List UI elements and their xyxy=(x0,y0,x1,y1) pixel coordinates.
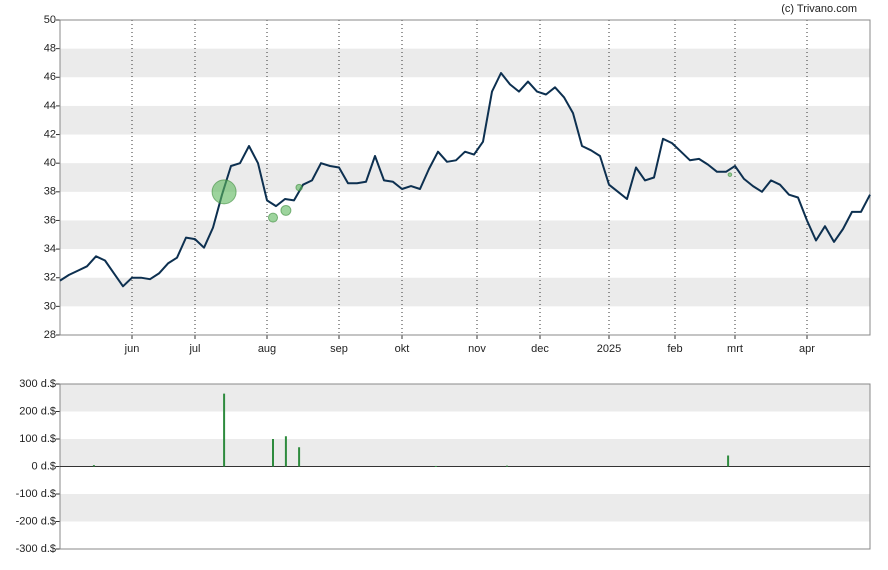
y-tick-label: 42 xyxy=(44,128,56,140)
y-tick-label: 0 d.$ xyxy=(32,460,56,472)
grid-band xyxy=(60,163,870,192)
grid-band xyxy=(60,439,870,467)
x-tick-label: dec xyxy=(531,343,549,355)
grid-band xyxy=(60,105,870,135)
plot-frame xyxy=(59,19,871,336)
y-tick-label: -100 d.$ xyxy=(16,488,56,500)
x-tick-label: apr xyxy=(799,343,815,355)
x-tick-label: feb xyxy=(667,343,682,355)
trade-bubble xyxy=(267,212,279,223)
y-tick-label: 38 xyxy=(44,186,56,198)
y-tick-label: 50 xyxy=(44,14,56,26)
y-tick-label: -300 d.$ xyxy=(16,543,56,555)
bar xyxy=(506,465,508,467)
x-tick-label: 2025 xyxy=(597,343,621,355)
trade-bubble xyxy=(211,179,237,205)
bar xyxy=(434,465,437,467)
y-tick-label: 34 xyxy=(44,243,56,255)
bar xyxy=(92,465,95,467)
grid-band xyxy=(60,48,870,78)
trade-bubble xyxy=(295,183,303,192)
bar xyxy=(298,447,301,467)
x-tick-label: okt xyxy=(395,343,410,355)
grid-band xyxy=(60,220,870,250)
trade-bubble xyxy=(280,204,292,216)
y-tick-label: 28 xyxy=(44,329,56,341)
x-tick-label: sep xyxy=(330,343,348,355)
y-tick-label: 30 xyxy=(44,300,56,312)
x-tick-label: aug xyxy=(258,343,276,355)
y-tick-label: -200 d.$ xyxy=(16,515,56,527)
y-tick-label: 100 d.$ xyxy=(19,433,56,445)
y-tick-label: 32 xyxy=(44,272,56,284)
y-tick-label: 48 xyxy=(44,43,56,55)
bar xyxy=(272,439,274,467)
y-tick-label: 46 xyxy=(44,71,56,83)
y-tick-label: 44 xyxy=(44,100,56,112)
y-tick-label: 36 xyxy=(44,214,56,226)
x-tick-label: mrt xyxy=(727,343,743,355)
y-tick-label: 300 d.$ xyxy=(19,378,56,390)
bar xyxy=(223,393,226,467)
source: (c) Trivano.com xyxy=(781,3,857,15)
grid-band xyxy=(60,384,870,412)
x-tick-label: jun xyxy=(124,343,140,355)
bar xyxy=(284,436,287,467)
x-tick-label: jul xyxy=(188,343,200,355)
y-tick-label: 40 xyxy=(44,157,56,169)
grid-band xyxy=(60,494,870,522)
grid-band xyxy=(60,277,870,307)
bar xyxy=(727,455,730,467)
x-tick-label: nov xyxy=(468,343,486,355)
price-line xyxy=(59,72,871,288)
trade-bubble xyxy=(727,172,733,177)
y-tick-label: 200 d.$ xyxy=(19,405,56,417)
